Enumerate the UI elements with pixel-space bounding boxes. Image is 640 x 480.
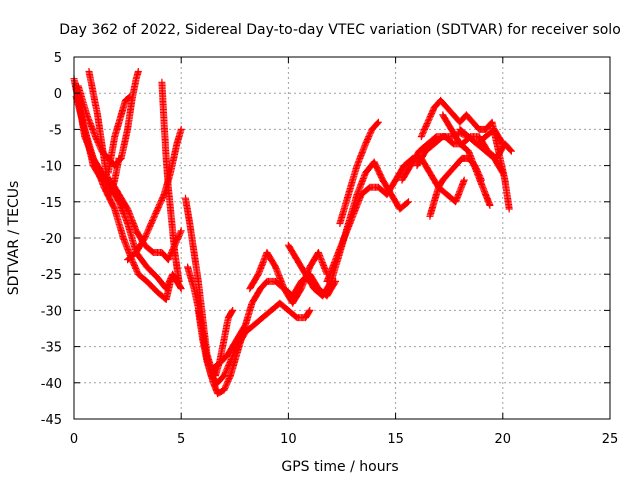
series-trace-22: [456, 125, 507, 177]
y-tick-label: -10: [41, 160, 62, 175]
series-markers: [456, 125, 507, 177]
y-tick-label: -45: [41, 413, 62, 428]
x-tick-label: 10: [280, 432, 297, 447]
x-tick-label: 0: [70, 432, 78, 447]
grid-lines: [74, 57, 610, 419]
series-trace-6: [104, 93, 134, 177]
series-trace-8: [158, 78, 183, 285]
x-tick-label: 5: [177, 432, 185, 447]
x-tick-label: 20: [495, 432, 512, 447]
y-tick-label: -20: [41, 232, 62, 247]
x-tick-label: 25: [602, 432, 619, 447]
y-axis-ticks: -45 -40 -35 -30 -25 -20 -15 -10 -5 0 5: [41, 51, 610, 428]
x-axis-ticks: 0 5 10 15 20 25: [70, 57, 618, 447]
plot-data: [70, 68, 515, 398]
y-tick-label: -5: [49, 123, 62, 138]
series-trace-4: [85, 68, 123, 199]
y-tick-label: 5: [54, 51, 62, 66]
series-markers: [85, 68, 123, 199]
y-tick-label: 0: [54, 87, 62, 102]
y-tick-label: -40: [41, 377, 62, 392]
series-markers: [336, 118, 382, 227]
chart-title: Day 362 of 2022, Sidereal Day-to-day VTE…: [59, 22, 621, 38]
series-markers: [158, 78, 183, 285]
y-tick-label: -30: [41, 304, 62, 319]
y-tick-label: -25: [41, 268, 62, 283]
series-markers: [104, 93, 134, 177]
series-markers: [417, 96, 513, 213]
series-trace-11: [194, 299, 314, 387]
series-trace-16: [336, 118, 382, 227]
y-tick-label: -35: [41, 341, 62, 356]
y-axis-label: SDTVAR / TECUs: [6, 181, 22, 296]
series-markers: [246, 249, 331, 307]
x-axis-label: GPS time / hours: [281, 459, 398, 475]
series-trace-13: [246, 249, 331, 307]
x-tick-label: 15: [387, 432, 404, 447]
series-trace-18: [417, 96, 513, 213]
series-markers: [194, 299, 314, 387]
y-tick-label: -15: [41, 196, 62, 211]
